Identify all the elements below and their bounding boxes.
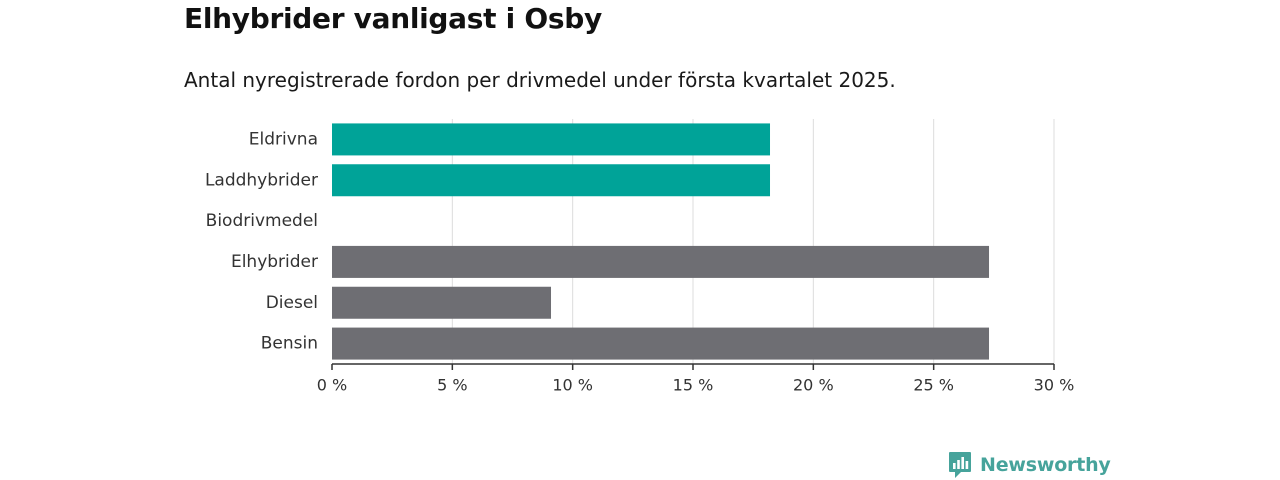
gridlines bbox=[451, 119, 1055, 364]
x-tick-label: 20 % bbox=[793, 376, 834, 395]
newsworthy-logo-icon bbox=[949, 452, 971, 478]
x-tick-label: 25 % bbox=[913, 376, 954, 395]
bar-bensin bbox=[332, 327, 990, 360]
category-label: Bensin bbox=[261, 334, 318, 354]
bar-diesel bbox=[332, 286, 552, 319]
x-tick-label: 0 % bbox=[317, 376, 347, 395]
chart-subtitle: Antal nyregistrerade fordon per drivmede… bbox=[184, 68, 896, 92]
newsworthy-brand: Newsworthy bbox=[948, 450, 1111, 480]
x-tick-label: 10 % bbox=[552, 376, 593, 395]
x-axis: 0 % 5 % 10 % 15 % 20 % 25 % 30 % bbox=[317, 363, 1075, 395]
category-label: Eldrivna bbox=[249, 129, 318, 149]
category-label: Diesel bbox=[266, 293, 318, 313]
bar-laddhybrider bbox=[332, 164, 771, 197]
bars bbox=[332, 123, 990, 360]
category-label: Laddhybrider bbox=[205, 170, 318, 190]
x-tick-label: 30 % bbox=[1034, 376, 1075, 395]
chart-title: Elhybrider vanligast i Osby bbox=[184, 2, 602, 35]
category-label: Biodrivmedel bbox=[206, 211, 318, 231]
x-tick-label: 5 % bbox=[437, 376, 467, 395]
brand-name: Newsworthy bbox=[980, 454, 1111, 476]
bar-eldrivna bbox=[332, 123, 771, 156]
category-label: Elhybrider bbox=[231, 252, 318, 272]
category-labels: Eldrivna Laddhybrider Biodrivmedel Elhybrid… bbox=[205, 129, 318, 353]
bar-elhybrider bbox=[332, 245, 990, 278]
x-tick-label: 15 % bbox=[673, 376, 714, 395]
